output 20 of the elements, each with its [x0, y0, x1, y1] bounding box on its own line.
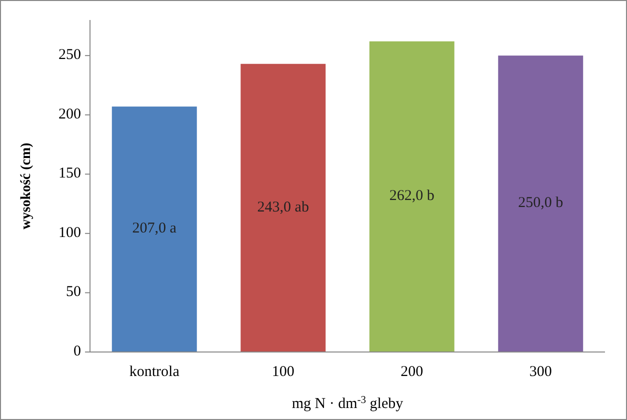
- x-axis-title: mg N · dm$^{-3}$ gleby: [292, 394, 404, 412]
- bar: [240, 64, 326, 352]
- y-tick-label: 150: [58, 166, 81, 182]
- y-tick-label: 200: [58, 106, 81, 122]
- x-tick-label: 100: [272, 364, 294, 380]
- y-tick-label: 50: [66, 284, 81, 300]
- x-tick-label: 300: [529, 364, 552, 380]
- bar: [369, 41, 454, 352]
- data-label: 262,0 b: [389, 188, 434, 204]
- y-tick-label: 100: [58, 224, 81, 241]
- data-label: 243,0 ab: [257, 199, 309, 216]
- x-tick-label: 200: [400, 364, 424, 380]
- data-label: 250,0 b: [518, 195, 564, 212]
- bar: [498, 56, 584, 352]
- x-tick-label: kontrola: [129, 364, 180, 380]
- bar: [112, 106, 197, 352]
- y-tick-label: 250: [58, 47, 81, 64]
- data-label: 207,0 a: [132, 220, 177, 237]
- y-tick-label: 0: [74, 343, 81, 360]
- y-axis-title: wysokość (cm): [19, 142, 34, 230]
